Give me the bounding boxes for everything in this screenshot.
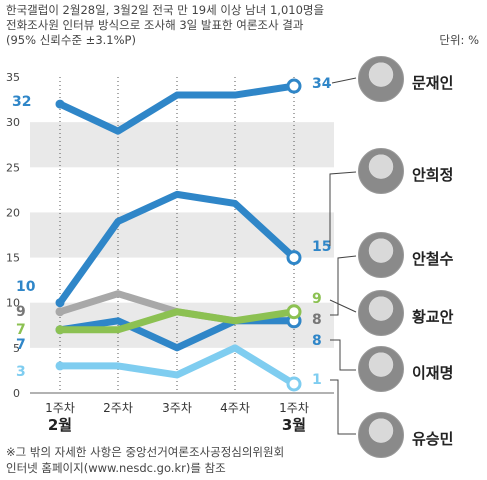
x-group-label: 2월 <box>48 416 72 434</box>
header-line-3: (95% 신뢰수준 ±3.1%P) <box>6 33 136 47</box>
leader-line <box>331 77 357 84</box>
unit-label: 단위: % <box>439 33 479 47</box>
data-label: 32 <box>12 94 31 110</box>
leader-line <box>330 379 356 435</box>
portrait-icon <box>358 290 404 336</box>
data-label: 9 <box>312 291 322 307</box>
data-point <box>286 250 302 266</box>
y-tick-label: 10 <box>6 297 20 310</box>
person-name: 문재인 <box>412 74 454 92</box>
y-tick-label: 0 <box>13 387 20 400</box>
portrait-icon <box>358 412 404 458</box>
x-tick-label: 3주차 <box>162 401 192 415</box>
person-name: 안철수 <box>412 250 454 268</box>
series-line <box>56 82 298 135</box>
portrait-icon <box>358 232 404 278</box>
footnote-line-2: 인터넷 홈페이지(www.nesdc.go.kr)를 참조 <box>6 461 226 475</box>
series-line <box>56 190 298 307</box>
data-point <box>55 307 65 317</box>
y-tick-label: 35 <box>6 71 20 84</box>
data-label: 3 <box>16 364 26 380</box>
data-label: 8 <box>312 312 322 328</box>
data-label: 7 <box>16 337 26 353</box>
leader-line <box>330 339 356 371</box>
series-line <box>56 308 298 334</box>
data-point <box>286 78 302 94</box>
data-point <box>55 298 65 308</box>
x-tick-label: 4주차 <box>220 401 250 415</box>
data-label: 15 <box>312 239 331 255</box>
leader-line <box>329 171 357 246</box>
person-name: 황교안 <box>412 308 454 326</box>
data-point <box>286 304 302 320</box>
y-tick-label: 20 <box>6 206 20 219</box>
person-name: 이재명 <box>412 364 454 382</box>
series-line <box>56 344 298 388</box>
leader-line <box>330 255 357 316</box>
y-tick-label: 5 <box>13 342 20 355</box>
person-name: 안희정 <box>412 166 454 184</box>
portrait-icon <box>358 56 404 102</box>
data-label: 8 <box>312 333 322 349</box>
data-label: 10 <box>16 279 36 295</box>
data-point <box>286 376 302 392</box>
x-tick-label: 1주차 <box>279 401 309 415</box>
y-tick-label: 25 <box>6 161 20 174</box>
y-tick-label: 30 <box>6 116 20 129</box>
header-line-1: 한국갤럽이 2월28일, 3월2일 전국 만 19세 이상 남녀 1,010명을 <box>6 3 325 17</box>
data-label: 7 <box>16 322 26 338</box>
x-tick-label: 1주차 <box>45 401 75 415</box>
y-tick-label: 15 <box>6 252 20 265</box>
data-label: 34 <box>312 76 332 92</box>
footnote-line-1: ※그 밖의 자세한 사항은 중앙선거여론조사공정심의위원회 <box>6 445 285 459</box>
person-name: 유승민 <box>412 430 454 448</box>
data-point <box>55 325 65 335</box>
data-label: 1 <box>312 372 322 388</box>
x-tick-label: 2주차 <box>103 401 133 415</box>
grid-band <box>30 122 334 168</box>
data-point <box>55 99 65 109</box>
leader-line <box>329 299 357 313</box>
data-point <box>55 361 65 371</box>
portrait-icon <box>358 148 404 194</box>
portrait-icon <box>358 346 404 392</box>
data-label: 9 <box>16 304 26 320</box>
header-line-2: 전화조사원 인터뷰 방식으로 조사해 3일 발표한 여론조사 결과 <box>6 18 304 32</box>
x-group-label: 3월 <box>282 416 306 434</box>
